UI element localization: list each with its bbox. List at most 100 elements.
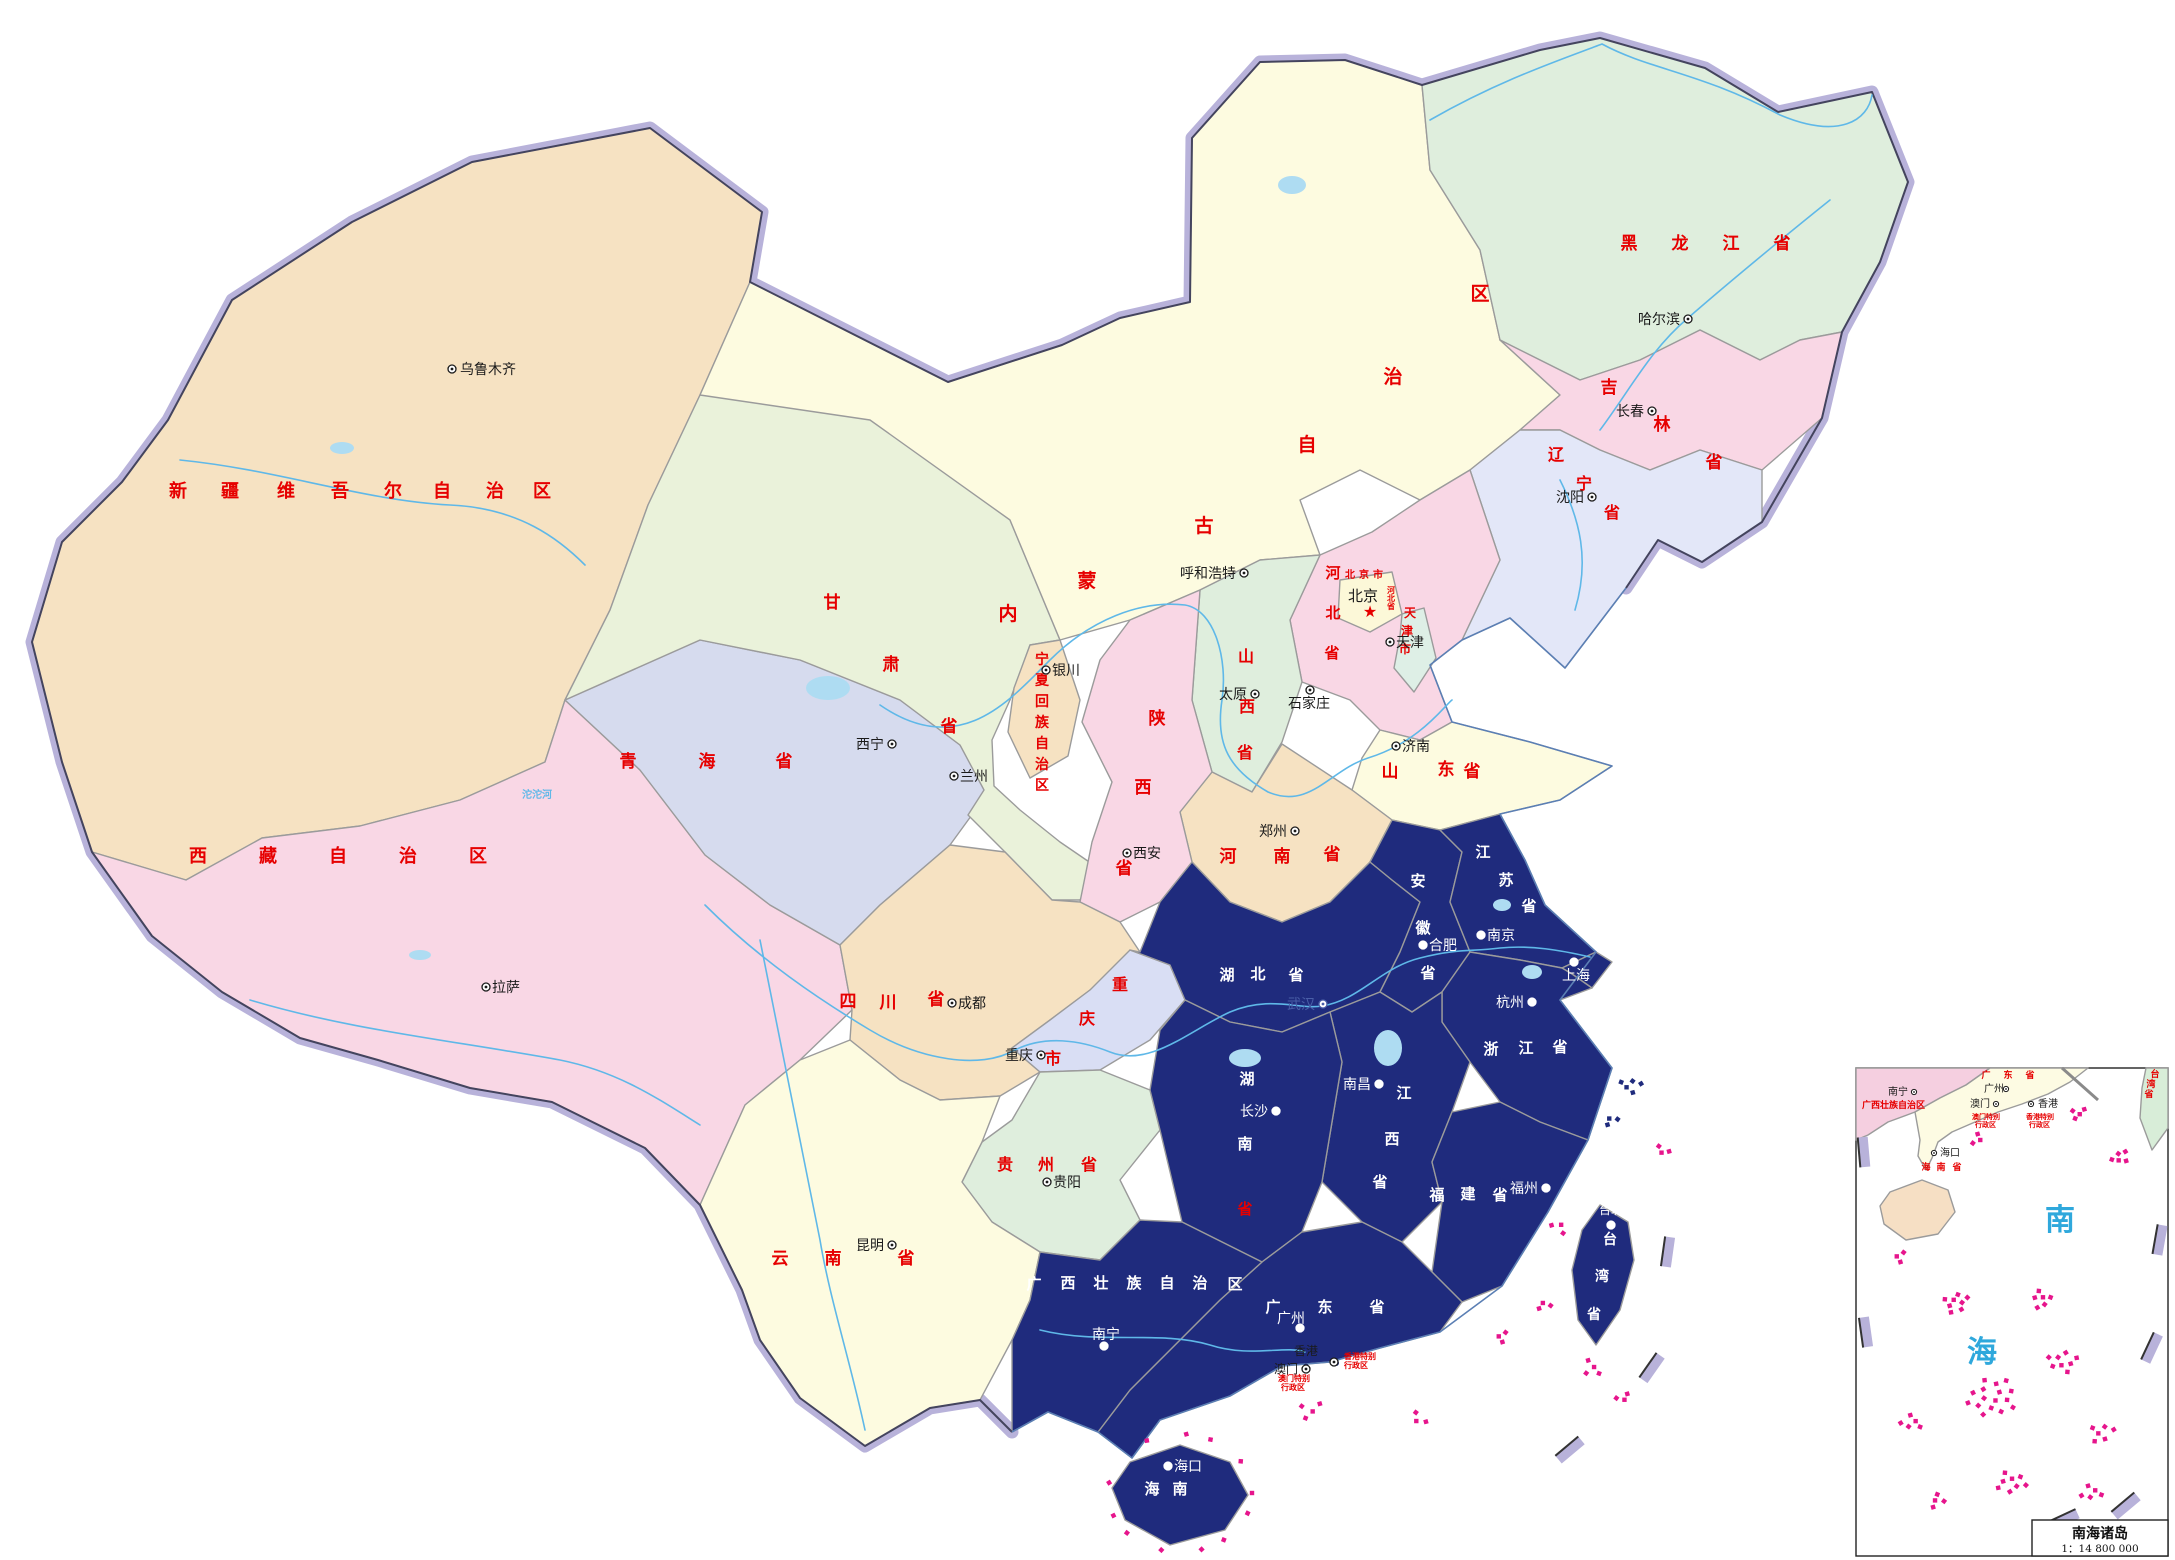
province-shape-shaanxi[interactable] <box>1079 589 1213 923</box>
inset-island-dot <box>2085 1483 2091 1489</box>
city-hangzhou[interactable]: 杭州 <box>1496 995 1537 1011</box>
city-kunming[interactable]: 昆明 <box>856 1238 897 1254</box>
main-island-dot <box>1123 1529 1130 1536</box>
city-hefei[interactable]: 合肥 <box>1418 938 1457 954</box>
city-nanjing[interactable]: 南京 <box>1476 928 1515 944</box>
province-label-anhui: 安 <box>1410 872 1425 890</box>
inset-island-dot <box>2006 1488 2013 1495</box>
city-nanning[interactable]: 南宁 <box>1092 1326 1120 1351</box>
city-zhengzhou[interactable]: 郑州 <box>1259 824 1300 840</box>
city-chongqing[interactable]: 重庆 <box>1005 1048 1046 1064</box>
city-hongkong[interactable]: 香港 <box>1294 1344 1339 1367</box>
city-inset-macau[interactable]: 澳门 <box>1970 1097 2000 1110</box>
province-label-heilongjiang: 江 <box>1723 234 1740 254</box>
city-label-taiyuan: 太原 <box>1219 687 1247 703</box>
city-label-wuhan: 武汉 <box>1287 997 1315 1013</box>
city-marker-dot-guiyang <box>1045 1180 1049 1184</box>
inset-label-0: 广西壮族自治区 <box>1862 1099 1925 1111</box>
city-beijing[interactable]: ★北京 <box>1348 587 1378 621</box>
main-island-dot <box>1499 1339 1506 1345</box>
province-label-jiangsu: 省 <box>1520 897 1536 915</box>
city-taiyuan[interactable]: 太原 <box>1219 687 1260 703</box>
city-label-urumqi: 乌鲁木齐 <box>460 362 516 378</box>
city-inset-hongkong[interactable]: 香港 <box>2027 1098 2058 1110</box>
province-label-guangxi: 壮 <box>1093 1274 1108 1292</box>
province-label-liaoning: 省 <box>1603 503 1620 522</box>
city-marker-dot-shanghai <box>1572 960 1576 964</box>
province-shape-hainan[interactable] <box>1111 1444 1249 1546</box>
province-label-jiangsu: 江 <box>1475 843 1490 861</box>
city-jinan[interactable]: 济南 <box>1391 739 1430 755</box>
inset-island-dot <box>1946 1303 1953 1309</box>
province-label-jiangxi: 西 <box>1384 1130 1399 1148</box>
province-label-hebei_small: 河 <box>1387 585 1395 595</box>
province-label-zhejiang: 江 <box>1518 1039 1533 1057</box>
city-marker-dot-xian <box>1125 851 1129 855</box>
city-harbin[interactable]: 哈尔滨 <box>1638 312 1693 328</box>
province-label-inner_mongolia: 区 <box>1470 283 1489 305</box>
city-marker-dot-urumqi <box>450 367 454 371</box>
city-inset-nanning[interactable]: 南宁 <box>1888 1085 1918 1098</box>
inset-island-dot <box>1907 1412 1914 1418</box>
city-shijiazhuang[interactable]: 石家庄 <box>1288 685 1330 712</box>
province-shape-beijing[interactable] <box>1337 571 1403 633</box>
city-macau[interactable]: 澳门 <box>1274 1361 1311 1376</box>
inset-shape-guangdong[interactable] <box>1914 1067 2089 1171</box>
city-guiyang[interactable]: 贵阳 <box>1042 1175 1081 1191</box>
boundary-mark-icon <box>2110 1491 2141 1520</box>
inset-island-dot <box>2093 1488 2098 1493</box>
inset-shape-taiwan[interactable] <box>2139 1067 2169 1151</box>
main-island-dot <box>1158 1546 1165 1554</box>
city-label-zhengzhou: 郑州 <box>1259 824 1287 840</box>
province-label-heilongjiang: 黑 <box>1621 234 1638 254</box>
inset-title: 南海诸岛 <box>2072 1525 2128 1542</box>
city-label-shijiazhuang: 石家庄 <box>1288 695 1330 712</box>
province-shape-tianjin[interactable] <box>1393 607 1437 693</box>
main-island-dot <box>1220 1537 1227 1543</box>
province-shape-taiwan[interactable] <box>1571 1204 1635 1346</box>
city-lanzhou[interactable]: 兰州 <box>949 769 988 785</box>
city-marker-dot-hefei <box>1421 943 1425 947</box>
city-guangzhou[interactable]: 广州 <box>1277 1311 1305 1333</box>
city-nanchang[interactable]: 南昌 <box>1343 1077 1384 1093</box>
city-fuzhou[interactable]: 福州 <box>1510 1181 1551 1197</box>
inset-island-dot <box>1988 1405 1995 1411</box>
city-xian[interactable]: 西安 <box>1122 846 1161 862</box>
city-xining[interactable]: 西宁 <box>856 736 897 753</box>
province-label-qinghai: 海 <box>699 751 716 772</box>
province-label-xinjiang: 自 <box>433 480 451 502</box>
city-shanghai[interactable]: 上海 <box>1562 957 1590 984</box>
inset-island-dot <box>2069 1107 2076 1114</box>
city-tianjin[interactable]: 天津 <box>1385 635 1424 651</box>
city-yinchuan[interactable]: 银川 <box>1041 663 1080 679</box>
inset-shape-hainan[interactable] <box>1879 1179 1956 1241</box>
city-lhasa[interactable]: 拉萨 <box>481 980 520 996</box>
city-haikou[interactable]: 海口 <box>1163 1459 1202 1475</box>
city-chengdu[interactable]: 成都 <box>947 996 986 1012</box>
province-label-shanxi: 西 <box>1239 697 1255 716</box>
city-wuhan[interactable]: 武汉 <box>1287 997 1328 1013</box>
city-shenyang[interactable]: 沈阳 <box>1556 490 1597 506</box>
city-taipei[interactable]: 台北 <box>1599 1202 1623 1230</box>
inset-island-dot <box>1917 1424 1923 1430</box>
province-label-ningxia: 宁 <box>1035 651 1049 668</box>
city-changchun[interactable]: 长春 <box>1616 404 1657 420</box>
inset-island-dot <box>2115 1150 2122 1157</box>
city-inset-haikou[interactable]: 海口 <box>1930 1146 1960 1159</box>
inset-island-dot <box>2004 1397 2010 1403</box>
province-label-zhejiang: 省 <box>1551 1038 1567 1056</box>
province-label-ningxia: 族 <box>1035 714 1050 731</box>
city-marker-dot-inset-hongkong <box>2030 1103 2032 1105</box>
inset-island-dot <box>1948 1309 1954 1315</box>
province-label-tianjin_shi: 市 <box>1399 641 1411 656</box>
city-inset-guangzhou[interactable]: 广州 <box>1984 1083 2010 1095</box>
city-urumqi[interactable]: 乌鲁木齐 <box>447 362 516 378</box>
city-label-inset-hongkong: 香港 <box>2038 1098 2058 1110</box>
main-island-dot <box>1310 1409 1315 1414</box>
city-label-changsha: 长沙 <box>1240 1104 1268 1120</box>
inset-boundary-line <box>2061 1066 2099 1102</box>
city-hohhot[interactable]: 呼和浩特 <box>1180 566 1249 582</box>
city-changsha[interactable]: 长沙 <box>1240 1104 1281 1120</box>
province-label-guangxi: 治 <box>1192 1274 1207 1292</box>
